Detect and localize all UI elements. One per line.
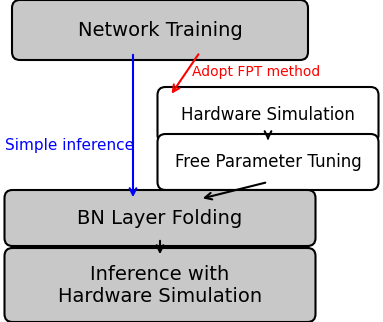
Text: Free Parameter Tuning: Free Parameter Tuning (175, 153, 362, 171)
FancyBboxPatch shape (157, 87, 378, 143)
Text: BN Layer Folding: BN Layer Folding (77, 209, 242, 228)
Text: Inference with
Hardware Simulation: Inference with Hardware Simulation (58, 264, 262, 306)
Text: Adopt FPT method: Adopt FPT method (192, 65, 320, 79)
Text: Network Training: Network Training (78, 21, 242, 40)
Text: Hardware Simulation: Hardware Simulation (181, 106, 355, 124)
FancyBboxPatch shape (5, 190, 316, 246)
FancyBboxPatch shape (5, 248, 316, 322)
FancyBboxPatch shape (12, 0, 308, 60)
Text: Simple inference: Simple inference (5, 137, 134, 153)
FancyBboxPatch shape (157, 134, 378, 190)
